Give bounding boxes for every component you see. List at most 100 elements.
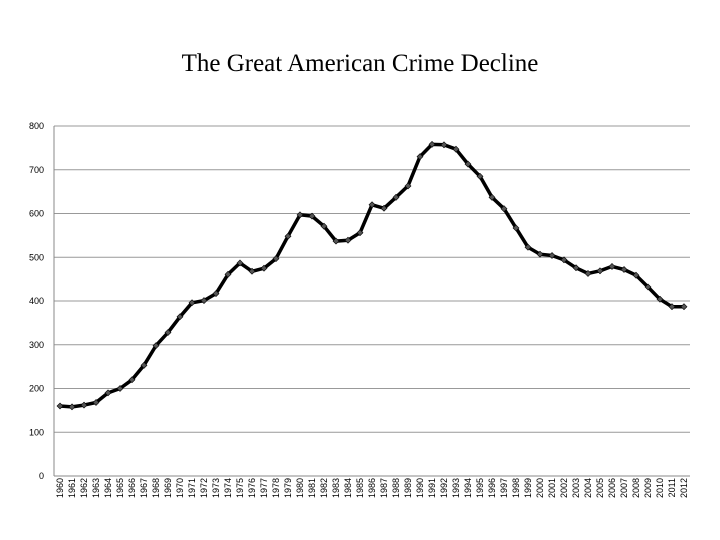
x-tick-label: 1990	[415, 478, 425, 498]
data-point	[248, 267, 256, 275]
data-point	[296, 211, 304, 219]
x-tick-label: 1970	[175, 478, 185, 498]
data-point	[644, 283, 652, 291]
data-point	[380, 204, 388, 212]
x-tick-label: 1963	[91, 478, 101, 498]
data-point	[632, 271, 640, 279]
x-tick-label: 1969	[163, 478, 173, 498]
x-tick-label: 1981	[307, 478, 317, 498]
data-point	[128, 376, 136, 384]
data-point	[68, 403, 76, 411]
x-tick-label: 1997	[499, 478, 509, 498]
x-tick-label: 1992	[439, 478, 449, 498]
data-point	[188, 299, 196, 307]
data-point	[440, 141, 448, 149]
x-tick-label: 1994	[463, 478, 473, 498]
data-point	[572, 264, 580, 272]
x-tick-label: 2002	[559, 478, 569, 498]
data-point	[284, 232, 292, 240]
x-tick-label: 1980	[295, 478, 305, 498]
data-point	[80, 401, 88, 409]
x-tick-label: 1961	[67, 478, 77, 498]
data-point	[404, 182, 412, 190]
x-tick-label: 1968	[151, 478, 161, 498]
x-tick-label: 2004	[583, 478, 593, 498]
x-tick-label: 1982	[319, 478, 329, 498]
x-tick-label: 1983	[331, 478, 341, 498]
x-tick-label: 1996	[487, 478, 497, 498]
data-point	[596, 267, 604, 275]
data-point	[512, 224, 520, 232]
y-tick-label: 500	[29, 252, 44, 262]
x-tick-label: 1962	[79, 478, 89, 498]
series-line	[59, 142, 684, 409]
x-tick-label: 1971	[187, 478, 197, 498]
data-point	[356, 229, 364, 237]
data-point	[452, 145, 460, 153]
x-tick-label: 1978	[271, 478, 281, 498]
data-point	[656, 295, 664, 303]
x-tick-label: 1973	[211, 478, 221, 498]
data-point	[260, 264, 268, 272]
x-tick-label: 1972	[199, 478, 209, 498]
data-point	[212, 290, 220, 297]
data-point	[344, 236, 352, 244]
data-point	[332, 237, 340, 245]
x-tick-label: 1988	[391, 478, 401, 498]
x-tick-label: 1960	[55, 478, 65, 498]
x-tick-label: 2000	[535, 478, 545, 498]
data-point	[308, 212, 316, 220]
y-tick-label: 700	[29, 165, 44, 175]
data-point	[464, 160, 472, 168]
x-tick-label: 1966	[127, 478, 137, 498]
data-point	[488, 193, 496, 201]
x-tick-label: 2011	[667, 478, 677, 497]
y-tick-label: 200	[29, 384, 44, 394]
data-point	[584, 270, 592, 277]
data-point	[224, 270, 232, 278]
data-point	[428, 140, 436, 148]
data-point	[536, 250, 544, 258]
x-tick-label: 1998	[511, 478, 521, 498]
x-tick-label: 1986	[367, 478, 377, 498]
x-tick-label: 1989	[403, 478, 413, 498]
data-point	[620, 266, 628, 273]
data-point	[416, 153, 424, 161]
y-tick-label: 600	[29, 209, 44, 219]
data-point	[392, 193, 400, 201]
x-tick-label: 1979	[283, 478, 293, 498]
x-tick-label: 1987	[379, 478, 389, 498]
x-tick-label: 1965	[115, 478, 125, 498]
data-point	[680, 303, 688, 311]
data-point	[272, 255, 280, 262]
x-tick-label: 1967	[139, 478, 149, 498]
data-point	[200, 297, 208, 304]
x-tick-label: 2009	[643, 478, 653, 498]
data-point	[92, 399, 100, 406]
x-tick-label: 1995	[475, 478, 485, 498]
y-tick-label: 300	[29, 340, 44, 350]
x-tick-label: 1975	[235, 478, 245, 498]
x-tick-label: 2008	[631, 478, 641, 498]
data-point	[176, 313, 184, 321]
x-tick-label: 2003	[571, 478, 581, 498]
x-tick-label: 2005	[595, 478, 605, 498]
data-point	[524, 243, 532, 251]
chart-title: The Great American Crime Decline	[181, 50, 539, 77]
x-tick-label: 2007	[619, 478, 629, 498]
data-point	[668, 303, 676, 311]
data-point	[104, 389, 112, 397]
data-point	[548, 252, 556, 259]
y-tick-label: 0	[39, 471, 44, 481]
x-tick-label: 1976	[247, 478, 257, 498]
data-point	[500, 205, 508, 213]
data-point	[164, 329, 172, 336]
data-point	[140, 361, 148, 369]
x-tick-label: 1977	[259, 478, 269, 498]
data-point	[368, 201, 376, 209]
x-tick-label: 1991	[427, 478, 437, 498]
data-point	[236, 259, 244, 267]
x-tick-label: 2001	[547, 478, 557, 498]
x-tick-label: 2010	[655, 478, 665, 498]
